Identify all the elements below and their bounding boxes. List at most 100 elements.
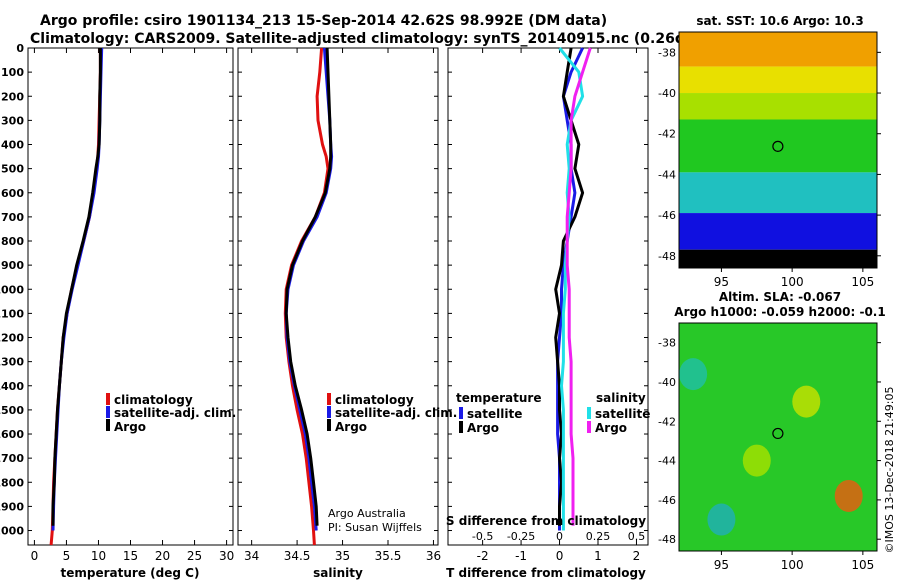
difference-x-label: T difference from climatology: [446, 566, 646, 580]
lat-tick-label: -48: [658, 533, 676, 546]
lon-tick-label: 95: [714, 558, 729, 572]
legend-label-t-argo: Argo: [467, 421, 499, 435]
sla-anomaly-blob: [834, 479, 863, 512]
credit-line-2: PI: Susan Wijffels: [328, 521, 422, 534]
legend-swatch-climatology: [106, 393, 110, 405]
s-tick-label: 0.5: [628, 530, 646, 543]
legend-swatch-argo: [327, 419, 331, 431]
difference-legend: temperature satellite Argo salinity sate…: [456, 391, 650, 435]
depth-tick-label: 2000: [0, 525, 24, 538]
legend-swatch-s-argo: [587, 421, 591, 433]
salinity-x-label: salinity: [313, 566, 363, 580]
lat-tick-label: -38: [658, 46, 676, 59]
s-tick-label: -0.25: [507, 530, 535, 543]
sst-map: [679, 32, 877, 268]
sst-band: [679, 213, 877, 250]
lon-tick-label: 105: [851, 558, 874, 572]
title-line-2: Climatology: CARS2009. Satellite-adjuste…: [30, 31, 748, 47]
sla-map-frame: [678, 322, 878, 552]
float-position-marker: [772, 427, 784, 440]
legend-swatch-t-satellite: [459, 407, 463, 419]
lon-tick-label: 100: [781, 275, 804, 289]
legend-swatch-t-argo: [459, 421, 463, 433]
legend-swatch-satellite: [106, 406, 110, 418]
sla-lat-ticks: -38 -40 -42 -44 -46 -48: [658, 337, 881, 546]
legend-title-temperature: temperature: [456, 391, 541, 405]
sst-band: [679, 32, 877, 67]
lat-tick-label: -44: [658, 455, 676, 468]
depth-tick-label: 200: [1, 90, 24, 103]
s-tick-label: 0: [556, 530, 563, 543]
temperature-plot-frame: [27, 47, 234, 546]
salinity-plot-frame: [237, 47, 439, 546]
legend-title-salinity: salinity: [596, 391, 646, 405]
lon-tick-label: 100: [781, 558, 804, 572]
lat-tick-label: -42: [658, 415, 676, 428]
lon-tick-label: 95: [714, 275, 729, 289]
temperature-series: [49, 47, 104, 546]
lat-tick-label: -42: [658, 128, 676, 141]
depth-tick-label: 900: [1, 259, 24, 272]
series-line-salinity-argo: [565, 47, 592, 526]
x-tick-label: 10: [91, 549, 106, 563]
depth-tick-label: 300: [1, 114, 24, 127]
depth-tick-label: 0: [16, 42, 24, 55]
legend-label-climatology: climatology: [335, 393, 414, 407]
depth-tick-label: 800: [1, 235, 24, 248]
depth-tick-label: 100: [1, 66, 24, 79]
depth-axis: 0 100 200 300 400 500 600 700 800 900 1000 1100 1200…: [0, 42, 648, 538]
x-tick-label: 30: [219, 549, 234, 563]
s-tick-label: -0.5: [472, 530, 493, 543]
temperature-x-label: temperature (deg C): [61, 566, 200, 580]
x-tick-label: 1: [594, 549, 602, 563]
sst-band: [679, 66, 877, 94]
lat-tick-label: -46: [658, 494, 676, 507]
legend-label-argo: Argo: [114, 420, 146, 434]
series-line-argo: [284, 47, 333, 526]
legend-swatch-climatology: [327, 393, 331, 405]
series-line-argo: [51, 48, 102, 526]
x-tick-label: 35: [335, 549, 350, 563]
legend-label-s-argo: Argo: [595, 421, 627, 435]
legend-label-argo: Argo: [335, 420, 367, 434]
lon-tick-label: 105: [851, 275, 874, 289]
depth-tick-label: 1400: [0, 380, 24, 393]
sla-lon-ticks: 95 100 105: [714, 551, 874, 572]
salinity-legend: climatology satellite-adj. clim. Argo: [327, 393, 457, 434]
depth-tick-label: 1300: [0, 356, 24, 369]
sla-anomaly-blob: [792, 385, 821, 418]
difference-plot-frame: [447, 47, 649, 546]
sla-map: [679, 323, 877, 551]
series-line-climatology: [283, 47, 330, 546]
lat-tick-label: -40: [658, 87, 676, 100]
temperature-x-ticks: 0 5 10 15 20 25 30: [31, 48, 234, 563]
sst-band: [679, 119, 877, 173]
difference-series: [554, 47, 592, 531]
sla-anomaly-blob: [679, 358, 708, 391]
x-tick-label: -2: [477, 549, 489, 563]
lat-tick-label: -46: [658, 209, 676, 222]
sst-map-title: sat. SST: 10.6 Argo: 10.3: [696, 14, 863, 28]
sla-anomaly-blob: [742, 444, 771, 477]
series-line-satellite-adj-clim-: [51, 47, 104, 531]
x-tick-label: 35.5: [375, 549, 402, 563]
x-tick-label: 25: [187, 549, 202, 563]
sst-band: [679, 249, 877, 268]
legend-label-s-satellite: satellite: [595, 407, 650, 421]
depth-tick-label: 400: [1, 139, 24, 152]
salinity-series: [283, 47, 334, 546]
lat-tick-label: -44: [658, 168, 676, 181]
sst-band: [679, 172, 877, 214]
x-tick-label: -1: [515, 549, 527, 563]
credit-line-1: Argo Australia: [328, 507, 406, 520]
sst-map-frame: [678, 31, 878, 269]
legend-swatch-s-satellite: [587, 407, 591, 419]
x-tick-label: 34: [244, 549, 259, 563]
legend-label-satellite: satellite-adj. clim.: [114, 406, 236, 420]
x-tick-label: 34.5: [284, 549, 311, 563]
depth-tick-label: 1000: [0, 283, 24, 296]
title-line-1: Argo profile: csiro 1901134_213 15-Sep-2…: [40, 13, 607, 29]
x-tick-label: 0: [556, 549, 564, 563]
legend-swatch-argo: [106, 419, 110, 431]
